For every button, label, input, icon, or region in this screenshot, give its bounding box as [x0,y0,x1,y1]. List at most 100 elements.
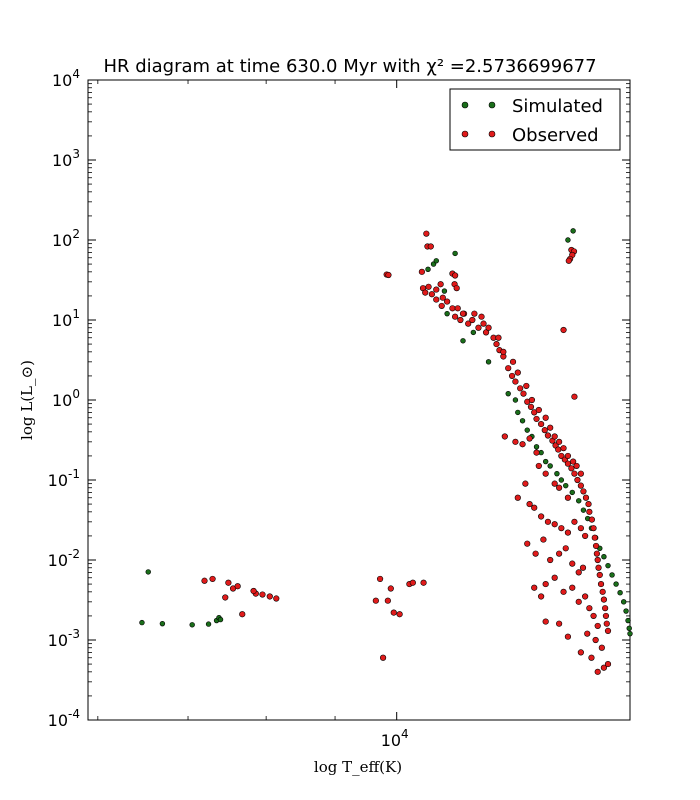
observed-point [535,462,542,470]
observed-point [376,575,384,583]
observed-point [465,320,472,327]
observed-point [538,593,545,600]
y-tick-exponent: 3 [72,147,80,161]
observed-point [564,460,572,467]
x-tick-mantissa: 10 [381,731,401,750]
chart-title-group: HR diagram at time 630.0 Myr with χ² =2.… [103,56,596,77]
observed-point [590,525,597,532]
observed-point [577,525,584,532]
observed-point [571,470,578,477]
observed-point [533,415,540,423]
observed-point [428,291,435,298]
observed-point [480,320,487,327]
simulated-point [580,507,587,513]
observed-point [452,272,459,279]
simulated-point [625,617,631,624]
x-axis: 104 [97,80,409,750]
observed-point [478,313,485,320]
observed-point [582,494,590,501]
observed-point [547,424,554,431]
simulated-point [441,288,448,294]
y-tick-label: 103 [52,147,80,170]
observed-point [570,458,577,465]
simulated-point [433,258,439,264]
observed-point [594,622,601,630]
observed-point [594,668,601,675]
observed-point [573,462,580,470]
observed-point [532,550,539,557]
simulated-point [145,569,151,575]
observed-point [571,393,578,400]
observed-point [444,298,451,305]
observed-point [565,257,572,264]
observed-point [588,516,595,523]
legend-label-simulated: Simulated [512,96,603,117]
legend-marker-observed-1 [461,130,469,138]
observed-point [542,470,549,477]
simulated-point [159,620,166,627]
observed-point [560,326,567,334]
observed-point [564,494,572,501]
simulated-point [460,338,466,344]
observed-point [469,316,476,324]
observed-point [495,334,502,341]
observed-point [379,654,387,661]
observed-point [599,588,606,595]
observed-point [556,438,563,445]
y-tick-mantissa: 10 [52,391,72,410]
x-tick-label: 104 [381,727,409,750]
simulated-point [623,608,629,614]
observed-point [544,432,552,439]
observed-point [528,396,536,404]
observed-point [385,271,392,279]
observed-point [544,518,552,525]
observed-point [602,605,609,612]
observed-point [564,452,572,460]
plot-frame [87,79,631,721]
observed-point [575,569,582,576]
simulated-point [189,622,195,628]
observed-point [562,545,569,552]
observed-point [600,664,608,671]
observed-point [485,324,492,331]
simulated-point [542,458,549,465]
observed-point [514,369,521,376]
simulated-point [609,572,615,578]
simulated-point [515,409,521,416]
simulated-point [547,463,553,469]
y-tick-mantissa: 10 [52,311,72,330]
observed-point [560,445,567,452]
observed-point [538,420,545,428]
observed-point [512,438,519,445]
observed-point [234,583,241,590]
observed-point [384,597,391,604]
legend-marker-observed-2 [488,130,496,138]
observed-point [542,618,549,625]
series-observed [201,230,612,675]
y-tick-mantissa: 10 [52,151,72,170]
observed-point [239,611,246,618]
observed-point [433,296,440,303]
observed-point [538,513,545,520]
observed-point [396,611,403,618]
observed-point [526,435,533,442]
observed-point [222,594,229,601]
y-tick-exponent: 2 [72,227,80,241]
legend-label-observed: Observed [512,125,599,146]
y-tick-label: 100 [52,387,80,410]
observed-point [390,609,397,616]
simulated-point [558,477,565,483]
observed-point [209,575,216,583]
simulated-point [485,359,492,365]
simulated-point [565,237,571,243]
observed-point [592,636,599,644]
observed-point [273,595,280,602]
observed-point [594,556,601,564]
observed-point [574,476,581,484]
y-tick-exponent: -3 [68,627,80,641]
observed-point [592,542,600,550]
y-tick-label: 10-3 [48,627,80,650]
simulated-point [563,482,569,489]
